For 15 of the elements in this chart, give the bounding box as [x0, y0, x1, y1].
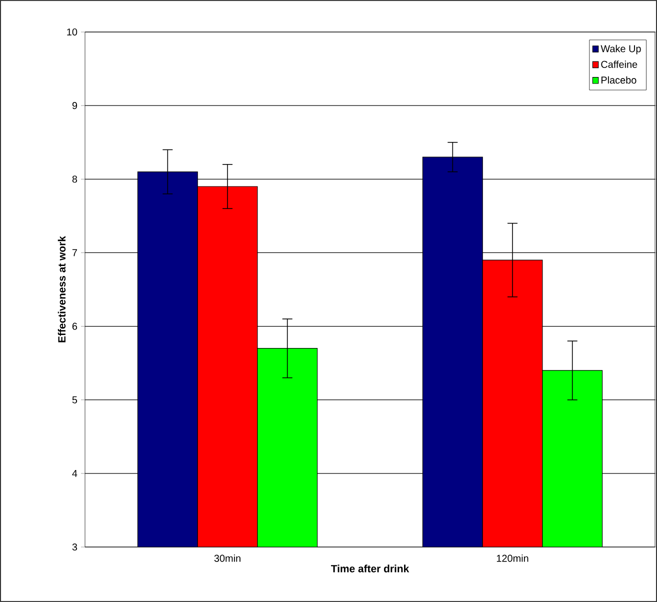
y-tick-label: 7: [72, 249, 77, 256]
y-tick-label: 10: [67, 28, 78, 36]
y-tick-label: 5: [72, 396, 78, 404]
legend-label: Placebo: [601, 76, 636, 84]
x-axis-title: Time after drink: [330, 564, 410, 572]
x-tick-label: 120min: [496, 554, 528, 562]
y-axis-title: Effectiveness at work: [58, 236, 66, 342]
y-tick-label: 6: [72, 322, 78, 330]
legend-label: Caffeine: [601, 60, 638, 68]
x-tick-label: 30min: [214, 554, 240, 562]
legend-label: Wake Up: [600, 44, 641, 54]
y-tick-label: 8: [72, 176, 78, 183]
y-tick-label: 4: [72, 470, 78, 477]
y-tick-label: 3: [72, 543, 78, 551]
y-tick-label: 9: [72, 102, 78, 110]
